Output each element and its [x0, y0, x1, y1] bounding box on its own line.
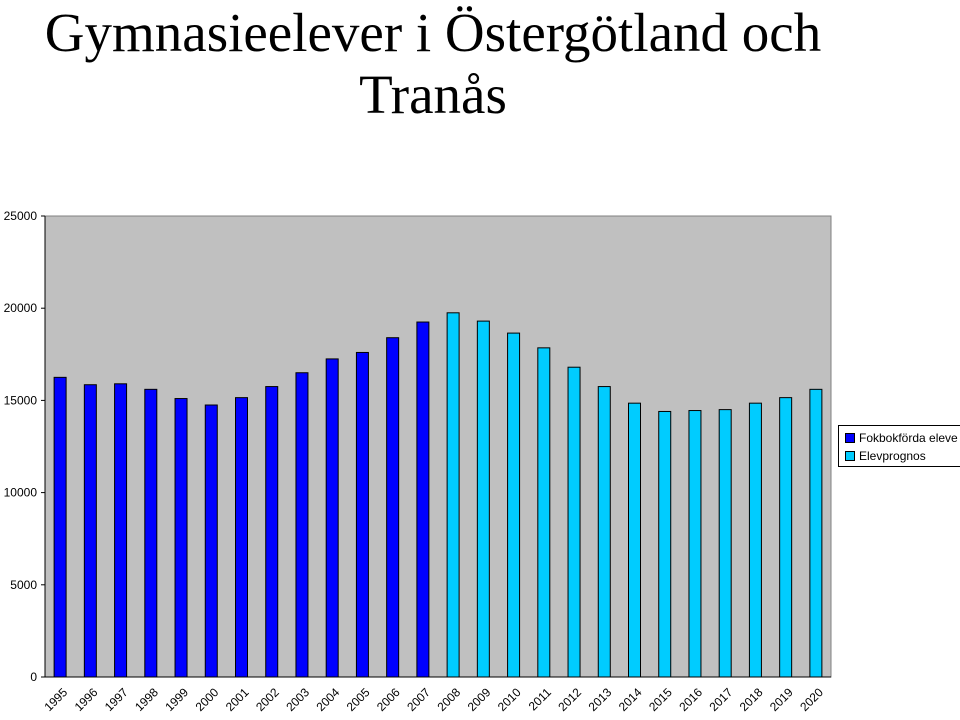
bar-forecast	[597, 386, 611, 678]
x-tick-label: 2004	[314, 685, 343, 714]
bar-recorded	[235, 397, 248, 678]
x-tick-label: 2003	[283, 685, 312, 714]
y-tick-label: 5000	[10, 578, 37, 592]
y-tick-label: 10000	[4, 486, 38, 500]
bar-forecast	[507, 332, 521, 678]
bar-recorded	[416, 321, 430, 678]
chart-title-line-1: Gymnasieelever i Östergötland och	[44, 2, 822, 63]
x-tick-label: 1995	[41, 685, 70, 714]
bar-forecast	[688, 410, 702, 678]
bar-forecast	[658, 410, 672, 678]
chart-title-line-2: Tranås	[359, 64, 507, 125]
legend-swatch-forecast	[845, 451, 855, 461]
y-tick-label: 20000	[4, 301, 38, 315]
x-tick-label: 2000	[193, 685, 222, 714]
x-tick-label: 2017	[707, 685, 736, 714]
plot-area	[44, 215, 832, 678]
bar-forecast	[628, 402, 641, 678]
bar-recorded	[355, 351, 369, 678]
chart-title: Gymnasieelever i Östergötland och Tranås	[0, 2, 866, 126]
legend-swatch-recorded	[845, 433, 855, 443]
x-tick-label: 1996	[72, 685, 101, 714]
bar-recorded	[386, 337, 400, 678]
bar-forecast	[476, 320, 490, 678]
legend-item-recorded: Fokbokförda eleve	[845, 431, 958, 445]
x-tick-label: 2011	[526, 685, 554, 713]
x-tick-label: 2001	[223, 685, 252, 714]
x-tick-label: 2006	[374, 685, 403, 714]
bar-forecast	[748, 402, 762, 678]
bar-forecast	[779, 397, 793, 678]
bar-forecast	[809, 388, 823, 678]
x-tick-label: 2020	[797, 685, 826, 714]
x-tick-label: 1997	[102, 685, 131, 714]
legend-label-forecast: Elevprognos	[859, 449, 926, 463]
x-tick-label: 2005	[344, 685, 373, 714]
x-tick-label: 2013	[586, 685, 615, 714]
bar-forecast	[446, 312, 460, 678]
x-tick-label: 2008	[434, 685, 463, 714]
y-tick-label: 25000	[4, 209, 38, 223]
bar-forecast	[718, 409, 732, 678]
bar-recorded	[204, 404, 218, 678]
bar-forecast	[537, 347, 551, 678]
legend-label-recorded: Fokbokförda eleve	[859, 431, 958, 445]
x-tick-label: 2002	[253, 685, 282, 714]
x-tick-label: 2015	[646, 685, 675, 714]
x-tick-label: 1999	[162, 685, 191, 714]
legend-item-forecast: Elevprognos	[845, 449, 926, 463]
bar-recorded	[53, 376, 67, 678]
x-tick-label: 2007	[404, 685, 433, 714]
x-tick-label: 1998	[132, 685, 161, 714]
x-tick-label: 2018	[737, 685, 766, 714]
x-tick-label: 2009	[465, 685, 494, 714]
bar-recorded	[325, 358, 339, 678]
bar-forecast	[567, 366, 581, 678]
bar-recorded	[144, 388, 158, 678]
bar-recorded	[295, 372, 309, 678]
x-tick-label: 2014	[616, 685, 645, 714]
bar-recorded	[265, 386, 279, 678]
x-tick-label: 2012	[555, 685, 584, 714]
bar-recorded	[114, 383, 128, 678]
x-tick-label: 2016	[676, 685, 705, 714]
bar-recorded	[83, 384, 97, 678]
chart-legend: Fokbokförda eleve Elevprognos	[838, 425, 960, 467]
y-tick-label: 0	[30, 670, 37, 684]
y-tick-label: 15000	[4, 393, 38, 407]
x-tick-label: 2019	[767, 685, 796, 714]
bar-recorded	[174, 398, 188, 678]
x-tick-label: 2010	[495, 685, 524, 714]
